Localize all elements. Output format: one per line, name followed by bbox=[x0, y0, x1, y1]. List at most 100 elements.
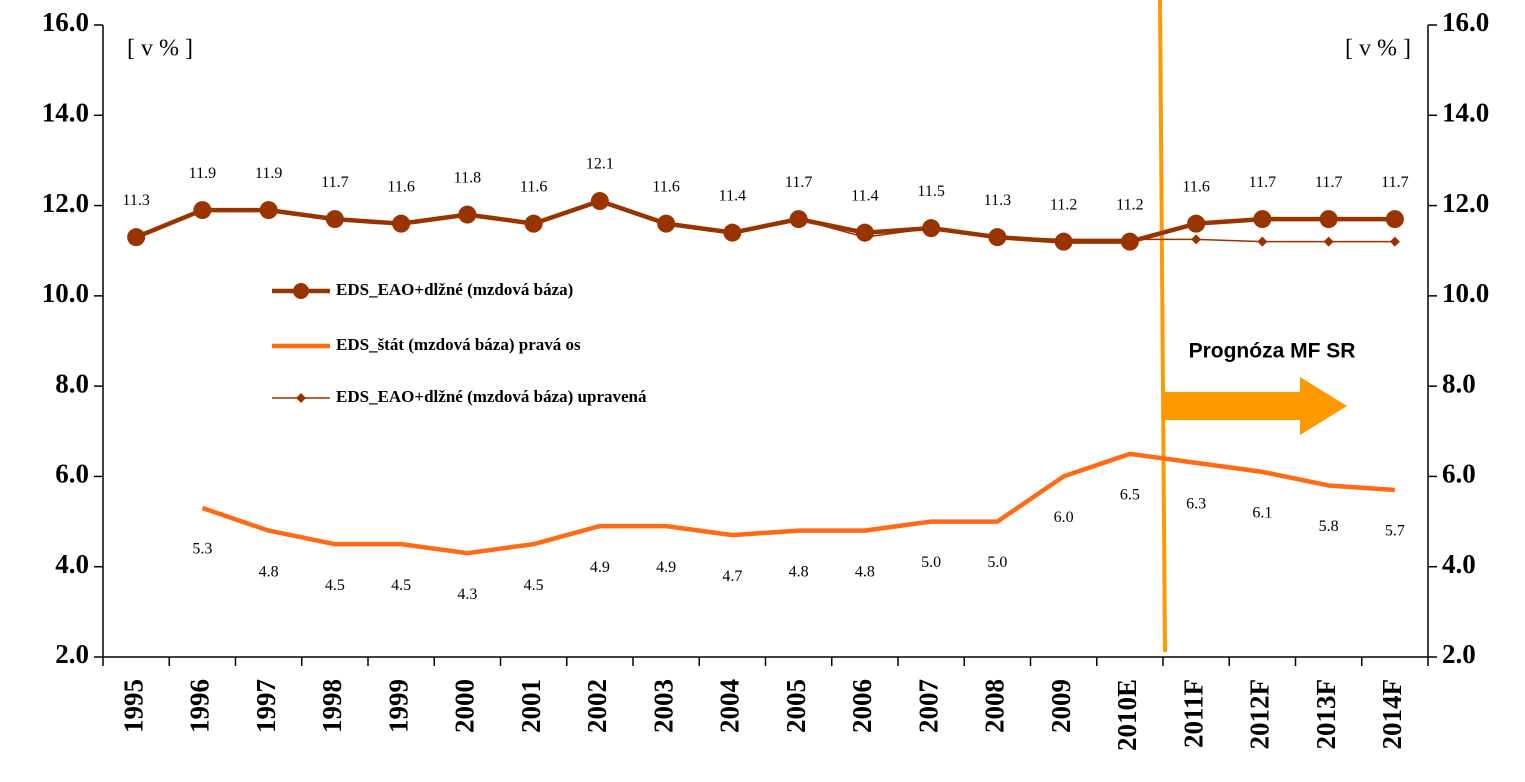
y-tick-label: 2.0 bbox=[55, 639, 89, 669]
point bbox=[657, 214, 676, 233]
value-label: 11.4 bbox=[851, 187, 878, 204]
value-label: 4.7 bbox=[722, 568, 742, 585]
value-label: 11.9 bbox=[255, 165, 282, 182]
point bbox=[1187, 214, 1206, 233]
x-tick-label: 2013F bbox=[1311, 679, 1341, 750]
x-tick-label: 2003 bbox=[648, 679, 678, 733]
value-label: 4.9 bbox=[656, 559, 676, 576]
y2-tick-label: 2.0 bbox=[1442, 639, 1476, 669]
value-label: 4.9 bbox=[590, 559, 610, 576]
value-label: 11.8 bbox=[454, 169, 481, 186]
y2-tick-label: 14.0 bbox=[1442, 97, 1489, 127]
forecast-label: Prognóza MF SR bbox=[1189, 340, 1356, 363]
x-tick-label: 2014F bbox=[1377, 679, 1407, 750]
value-label: 5.0 bbox=[987, 554, 1007, 571]
value-label: 5.7 bbox=[1385, 523, 1405, 540]
legend-label: EDS_EAO+dlžné (mzdová báza) bbox=[336, 280, 573, 299]
x-tick-label: 2006 bbox=[847, 679, 877, 733]
legend-marker bbox=[296, 393, 306, 403]
x-tick-label: 1997 bbox=[251, 679, 281, 733]
y2-tick-label: 10.0 bbox=[1442, 278, 1489, 308]
value-label: 11.9 bbox=[189, 165, 216, 182]
x-tick-label: 2009 bbox=[1046, 679, 1076, 733]
value-label: 5.8 bbox=[1319, 518, 1339, 535]
x-tick-label: 2002 bbox=[582, 679, 612, 733]
series-line bbox=[201, 451, 1396, 556]
value-label: 11.7 bbox=[1381, 174, 1408, 191]
point bbox=[524, 214, 543, 233]
value-label: 6.1 bbox=[1252, 505, 1272, 522]
y-tick-label: 8.0 bbox=[55, 368, 89, 398]
point bbox=[1323, 236, 1334, 247]
y2-tick-label: 6.0 bbox=[1442, 459, 1476, 489]
x-tick-label: 2007 bbox=[913, 679, 943, 733]
point bbox=[193, 201, 212, 220]
point bbox=[392, 214, 411, 233]
forecast-line bbox=[1158, 0, 1167, 653]
forecast-arrow bbox=[1163, 377, 1347, 435]
x-tick-label: 1995 bbox=[118, 679, 148, 733]
x-tick-label: 1998 bbox=[317, 679, 347, 733]
y2-tick-label: 8.0 bbox=[1442, 368, 1476, 398]
y-tick-label: 12.0 bbox=[42, 188, 89, 218]
series-line bbox=[135, 198, 1395, 244]
point bbox=[789, 210, 808, 229]
y2-tick-label: 16.0 bbox=[1442, 7, 1489, 37]
value-label: 4.3 bbox=[457, 586, 477, 603]
point bbox=[325, 210, 344, 229]
value-label: 4.5 bbox=[524, 577, 544, 594]
value-label: 11.7 bbox=[321, 174, 348, 191]
y2-tick-label: 4.0 bbox=[1442, 549, 1476, 579]
value-label: 11.2 bbox=[1050, 196, 1077, 213]
value-label: 4.8 bbox=[789, 563, 809, 580]
y2-tick-label: 12.0 bbox=[1442, 188, 1489, 218]
point bbox=[1191, 234, 1202, 245]
x-tick-label: 2010E bbox=[1112, 679, 1142, 751]
legend-label: EDS_EAO+dlžné (mzdová báza) upravená bbox=[336, 387, 647, 406]
value-label: 11.4 bbox=[719, 187, 746, 204]
point bbox=[1389, 236, 1400, 247]
value-label: 11.6 bbox=[652, 178, 679, 195]
value-label: 11.7 bbox=[1249, 174, 1276, 191]
value-label: 6.5 bbox=[1120, 487, 1140, 504]
point bbox=[855, 223, 874, 242]
point bbox=[590, 192, 609, 211]
legend-marker bbox=[293, 283, 309, 299]
value-label: 6.3 bbox=[1186, 496, 1206, 513]
value-label: 11.3 bbox=[984, 192, 1011, 209]
point bbox=[1054, 232, 1073, 251]
value-label: 4.5 bbox=[325, 577, 345, 594]
point bbox=[458, 205, 477, 224]
x-tick-label: 2012F bbox=[1245, 679, 1275, 750]
point bbox=[1253, 210, 1272, 229]
point bbox=[259, 201, 278, 220]
x-tick-label: 1996 bbox=[185, 679, 215, 733]
point bbox=[1120, 232, 1139, 251]
value-label: 11.6 bbox=[387, 178, 414, 195]
y-tick-label: 4.0 bbox=[55, 549, 89, 579]
x-tick-label: 2008 bbox=[980, 679, 1010, 733]
value-label: 11.6 bbox=[520, 178, 547, 195]
value-label: 11.6 bbox=[1182, 178, 1209, 195]
y-tick-label: 10.0 bbox=[42, 278, 89, 308]
x-tick-label: 2004 bbox=[715, 679, 745, 733]
x-tick-label: 2011F bbox=[1178, 679, 1208, 748]
value-label: 4.5 bbox=[391, 577, 411, 594]
y-tick-label: 14.0 bbox=[42, 97, 89, 127]
point bbox=[127, 228, 146, 247]
value-label: 4.8 bbox=[855, 563, 875, 580]
x-tick-label: 2005 bbox=[781, 679, 811, 733]
value-label: 11.2 bbox=[1116, 196, 1143, 213]
y-unit: [ v % ] bbox=[127, 36, 193, 62]
y-tick-label: 16.0 bbox=[42, 7, 89, 37]
point bbox=[1385, 210, 1404, 229]
point bbox=[723, 223, 742, 242]
legend-label: EDS_štát (mzdová báza) pravá os bbox=[336, 335, 581, 354]
value-label: 5.3 bbox=[192, 541, 212, 558]
point bbox=[988, 228, 1007, 247]
value-label: 4.8 bbox=[259, 563, 279, 580]
y2-unit: [ v % ] bbox=[1345, 36, 1411, 62]
point bbox=[1257, 236, 1268, 247]
value-label: 11.5 bbox=[917, 183, 944, 200]
